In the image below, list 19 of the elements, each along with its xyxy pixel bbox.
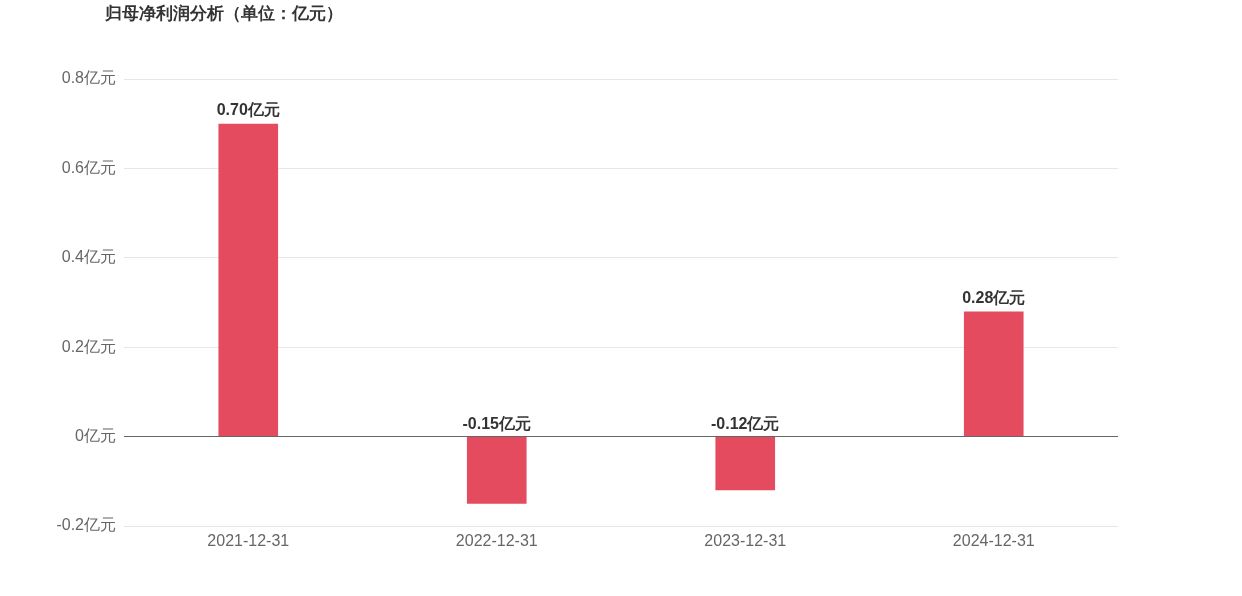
y-tick-label: 0.2亿元 bbox=[61, 337, 116, 355]
chart-title: 归母净利润分析（单位：亿元） bbox=[105, 3, 343, 25]
y-tick-label: 0.6亿元 bbox=[61, 158, 116, 176]
x-tick-label: 2024-12-31 bbox=[952, 532, 1035, 550]
x-tick-label: 2022-12-31 bbox=[455, 532, 538, 550]
data-label: -0.15亿元 bbox=[462, 414, 531, 432]
x-tick-label: 2021-12-31 bbox=[207, 532, 290, 550]
bar bbox=[963, 311, 1024, 437]
data-label: 0.28亿元 bbox=[962, 288, 1026, 306]
bar bbox=[466, 437, 527, 504]
y-tick-label: 0.4亿元 bbox=[61, 248, 116, 266]
y-tick-label: 0.8亿元 bbox=[61, 69, 116, 87]
y-tick-label: 0亿元 bbox=[75, 427, 116, 445]
y-tick-label: -0.2亿元 bbox=[56, 516, 116, 534]
x-tick-label: 2023-12-31 bbox=[704, 532, 787, 550]
bar bbox=[715, 437, 776, 491]
bar bbox=[218, 123, 279, 437]
data-label: -0.12亿元 bbox=[711, 414, 780, 432]
data-label: 0.70亿元 bbox=[216, 101, 280, 119]
